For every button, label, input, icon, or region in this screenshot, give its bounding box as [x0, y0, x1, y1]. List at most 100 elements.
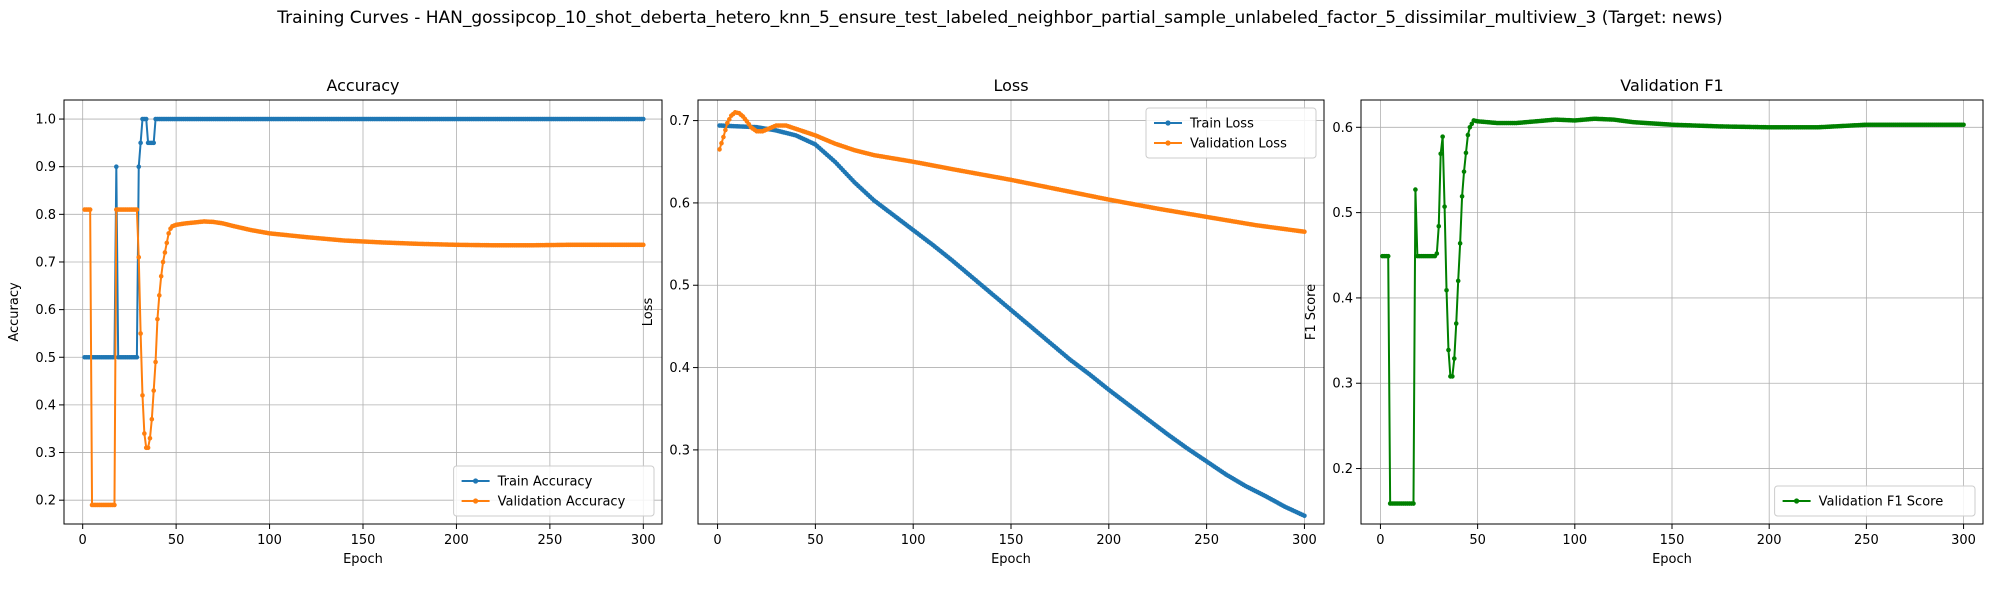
x-tick-label: 250 [537, 533, 562, 548]
data-point [1455, 278, 1461, 284]
series-1 [717, 110, 1307, 235]
data-point [114, 164, 119, 169]
data-point [145, 445, 151, 451]
legend-label: Validation F1 Score [1819, 495, 1944, 510]
data-point [162, 250, 168, 255]
legend-label: Validation Accuracy [498, 495, 626, 510]
legend-marker [1794, 498, 1800, 504]
data-point [723, 127, 728, 133]
data-point [153, 359, 158, 365]
chart-panel-0: 0 50 100 150 200 250 300 0.2 0.3 0.4 0.5 0.6 0.7 0.8 0… [7, 76, 663, 567]
data-point [151, 140, 156, 146]
data-point [1411, 501, 1416, 506]
data-point [147, 435, 153, 441]
legend: Train Loss Validation Loss [1145, 107, 1317, 159]
data-point [138, 140, 143, 146]
x-axis-label: Epoch [991, 552, 1031, 567]
y-tick-label: 0.5 [35, 351, 56, 366]
y-axis-label: Accuracy [7, 282, 22, 342]
data-point [1302, 513, 1307, 519]
data-point [717, 147, 722, 152]
data-point [1459, 194, 1465, 199]
series-line [719, 124, 1305, 517]
data-point [1467, 125, 1473, 130]
data-point [641, 116, 646, 122]
chart-panel-1: 0 50 100 150 200 250 300 0.3 0.4 0.5 0.6 0.7 Loss Epo… [641, 76, 1325, 567]
y-tick-label: 0.2 [1332, 462, 1353, 477]
y-tick-label: 0.3 [35, 446, 56, 461]
data-point [1438, 151, 1443, 157]
data-point [727, 117, 732, 122]
legend-label: Train Loss [1189, 117, 1254, 132]
y-tick-label: 0.2 [35, 494, 56, 509]
legend-marker [1165, 120, 1171, 126]
legend: Validation F1 Score [1774, 485, 1976, 517]
data-point [160, 259, 166, 265]
data-point [155, 316, 160, 322]
data-point [1452, 356, 1457, 361]
legend-marker [473, 478, 479, 484]
legend-box [1774, 485, 1976, 517]
data-point [1413, 187, 1418, 192]
data-point [1465, 132, 1471, 138]
y-tick-label: 0.7 [35, 255, 56, 270]
data-point [166, 231, 171, 236]
series-1 [82, 207, 646, 508]
y-tick-label: 0.3 [669, 443, 690, 458]
x-tick-label: 150 [1660, 533, 1685, 548]
y-tick-label: 0.4 [35, 398, 56, 413]
data-point [1469, 121, 1475, 127]
y-axis-label: F1 Score [1304, 284, 1319, 340]
data-point [1461, 169, 1467, 174]
data-point [725, 120, 730, 126]
data-point [1302, 229, 1307, 235]
data-point [1463, 150, 1469, 156]
legend: Train Accuracy Validation Accuracy [453, 465, 655, 517]
x-tick-label: 0 [713, 533, 721, 548]
data-point [1961, 122, 1966, 128]
data-point [136, 164, 142, 169]
y-tick-label: 0.4 [1332, 291, 1353, 306]
chart-panel-2: 0 50 100 150 200 250 300 0.2 0.3 0.4 0.5 0.6 Validat… [1304, 76, 1984, 567]
legend-label: Validation Loss [1190, 137, 1287, 152]
series-0 [717, 123, 1307, 519]
legend-label: Train Accuracy [497, 475, 593, 490]
data-point [112, 502, 117, 508]
y-axis-label: Loss [641, 298, 656, 327]
data-point [1444, 287, 1449, 293]
chart-title: Validation F1 [1620, 76, 1723, 95]
y-tick-label: 0.8 [35, 208, 56, 223]
data-point [1434, 251, 1440, 256]
data-point [641, 242, 646, 248]
data-point [1442, 204, 1447, 209]
data-point [1436, 223, 1442, 229]
data-point [142, 431, 147, 436]
y-tick-label: 1.0 [35, 113, 56, 128]
data-point [134, 207, 140, 212]
data-point [719, 140, 724, 146]
x-tick-label: 100 [1562, 533, 1587, 548]
series-0 [1380, 116, 1966, 506]
y-tick-label: 0.7 [669, 114, 690, 129]
x-tick-label: 100 [257, 533, 282, 548]
x-axis-label: Epoch [343, 552, 383, 567]
x-tick-label: 50 [1469, 533, 1486, 548]
data-point [1450, 374, 1455, 379]
y-tick-label: 0.6 [1332, 121, 1353, 136]
y-tick-label: 0.6 [669, 196, 690, 211]
figure-title: Training Curves - HAN_gossipcop_10_shot_… [277, 8, 1723, 28]
y-tick-label: 0.5 [669, 279, 690, 294]
series-line [1382, 117, 1964, 505]
x-tick-label: 150 [351, 533, 376, 548]
legend-marker [473, 498, 479, 504]
x-tick-label: 200 [444, 533, 469, 548]
x-tick-label: 250 [1854, 533, 1879, 548]
data-point [136, 254, 142, 260]
data-point [1440, 134, 1445, 139]
y-tick-label: 0.6 [35, 303, 56, 318]
x-tick-label: 100 [901, 533, 926, 548]
data-point [87, 207, 93, 212]
legend-box [1145, 107, 1317, 159]
x-tick-label: 200 [1096, 533, 1121, 548]
